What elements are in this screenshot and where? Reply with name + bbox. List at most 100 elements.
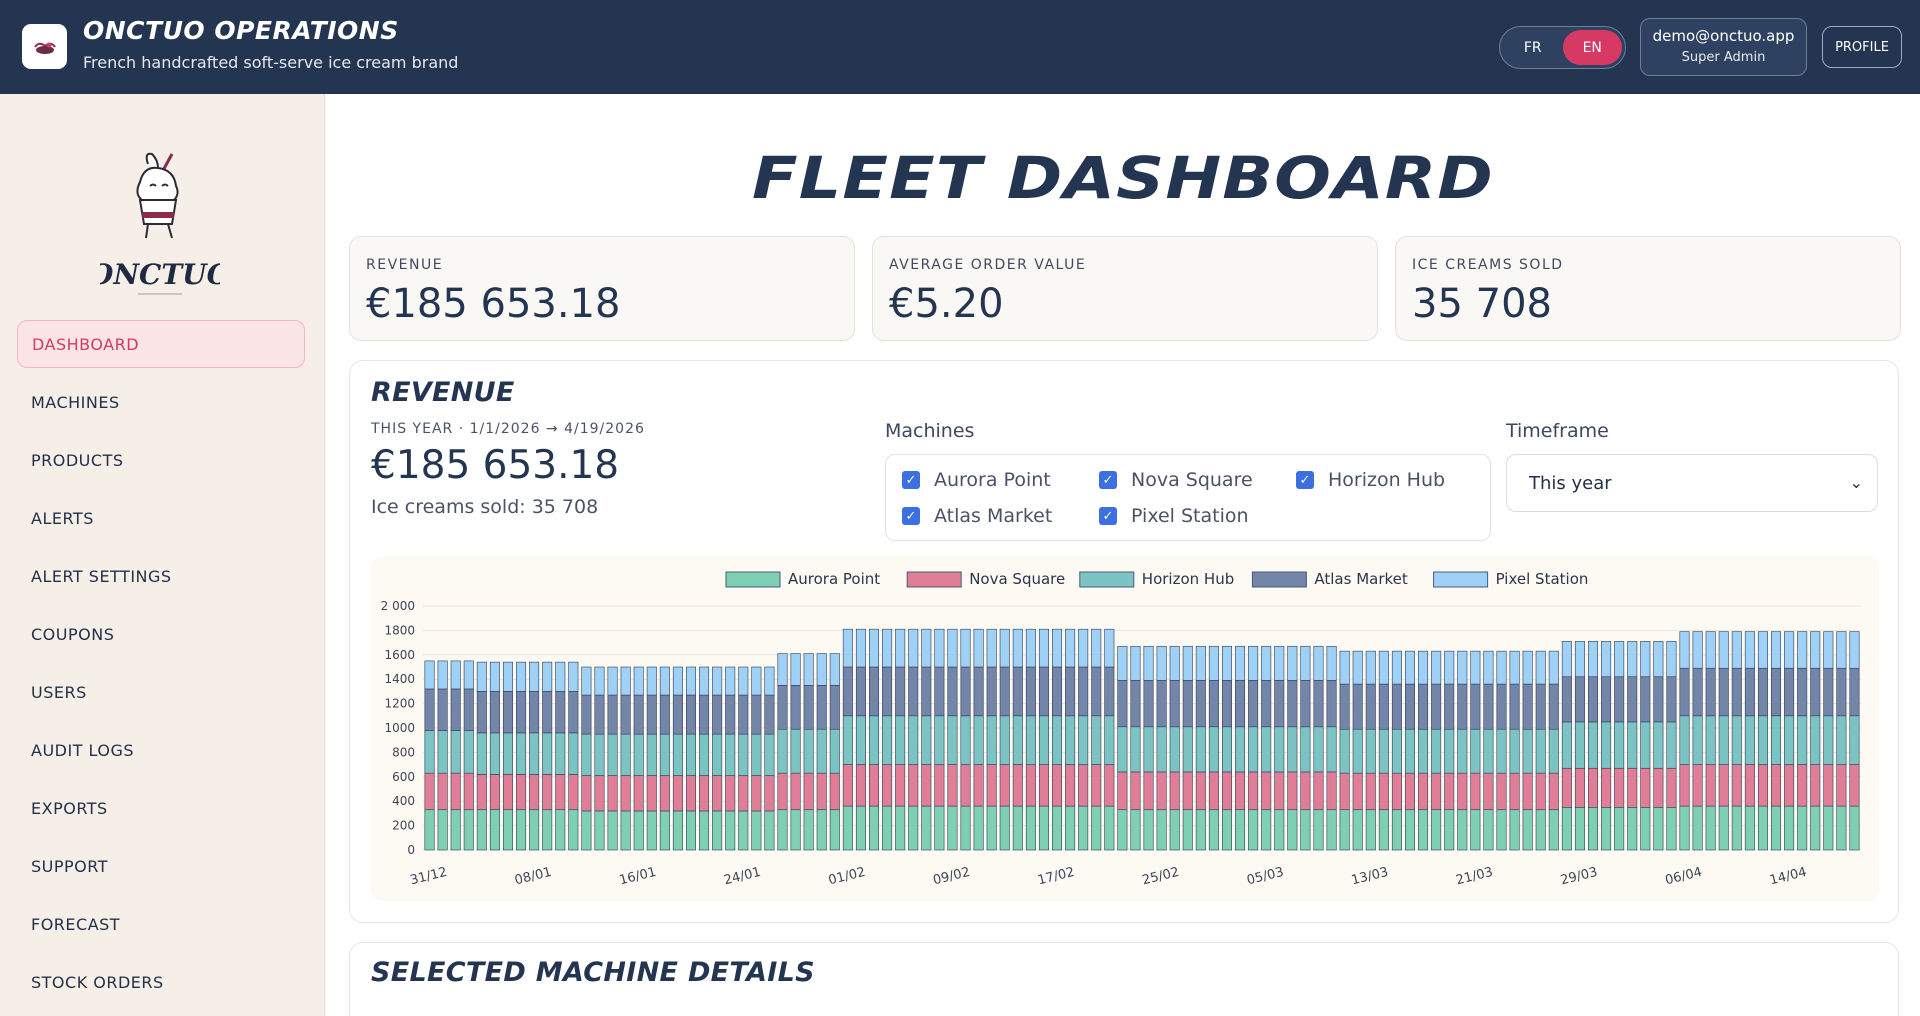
checkbox-checked-icon[interactable]: ✓: [1099, 507, 1117, 525]
bar-segment: [1627, 767, 1638, 808]
bar-segment: [1666, 676, 1677, 723]
bar-segment: [1797, 764, 1808, 807]
bar-segment: [1679, 764, 1690, 807]
bar-segment: [1287, 645, 1298, 681]
sidebar-item-dashboard[interactable]: DASHBOARD: [17, 320, 305, 368]
bar-segment: [1601, 767, 1612, 808]
bar-segment: [1130, 726, 1141, 773]
bar-segment: [1221, 680, 1232, 728]
bar-segment: [594, 666, 605, 696]
bar-segment: [1025, 805, 1036, 851]
bar-segment: [581, 694, 592, 735]
bar-segment: [1757, 805, 1768, 851]
bar-segment: [895, 805, 906, 851]
bar-segment: [1561, 767, 1572, 808]
bar-segment: [1038, 628, 1049, 668]
bar-segment: [646, 694, 657, 735]
sidebar-item-audit-logs[interactable]: AUDIT LOGS: [31, 740, 135, 760]
sidebar-item-coupons[interactable]: COUPONS: [31, 624, 115, 644]
user-account-box[interactable]: demo@onctuo.app Super Admin: [1640, 18, 1807, 76]
checkbox-checked-icon[interactable]: ✓: [1099, 471, 1117, 489]
bar-segment: [1378, 728, 1389, 774]
sidebar-item-support[interactable]: SUPPORT: [31, 856, 108, 876]
bar-segment: [1836, 805, 1847, 851]
bar-segment: [633, 666, 644, 696]
bar-segment: [764, 666, 775, 696]
sidebar-item-alerts[interactable]: ALERTS: [31, 508, 94, 528]
bar-segment: [1535, 728, 1546, 774]
bar-segment: [437, 772, 448, 811]
revenue-stacked-bar-chart: 0 200 400 600 800 1000 1200 1400 1600 1800 2 000 Au…: [381, 570, 1861, 888]
app-logo-icon[interactable]: [22, 24, 67, 69]
machine-checkbox-atlas-market[interactable]: ✓ Atlas Market: [902, 505, 1052, 527]
bar-segment: [842, 628, 853, 668]
bar-segment: [725, 810, 736, 851]
bar-segment: [1797, 667, 1808, 717]
lang-fr-button[interactable]: FR: [1523, 39, 1542, 56]
bar-segment: [1849, 667, 1860, 717]
timeframe-select[interactable]: This year ⌄: [1506, 454, 1878, 512]
sidebar-item-forecast[interactable]: FORECAST: [31, 914, 121, 934]
bar-segment: [1326, 645, 1337, 681]
bar-segment: [1169, 726, 1180, 773]
bar-segment: [1614, 676, 1625, 723]
bar-segment: [882, 666, 893, 717]
bar-segment: [1470, 683, 1481, 730]
bar-segment: [607, 666, 618, 696]
bar-segment: [1182, 771, 1193, 811]
bar-segment: [1418, 772, 1429, 811]
bar-segment: [1117, 645, 1128, 681]
bar-segment: [1078, 764, 1089, 807]
machine-checkbox-pixel-station[interactable]: ✓ Pixel Station: [1099, 505, 1249, 527]
bar-segment: [1235, 680, 1246, 728]
machine-checkbox-label: Pixel Station: [1131, 505, 1249, 527]
bar-segment: [699, 810, 710, 851]
bar-segment: [1457, 683, 1468, 730]
bar-segment: [712, 733, 723, 776]
bar-segment: [1391, 683, 1402, 730]
bar-segment: [1248, 645, 1259, 681]
sidebar-item-products[interactable]: PRODUCTS: [31, 450, 124, 470]
legend-label: Nova Square: [969, 570, 1065, 588]
bar-segment: [699, 666, 710, 696]
details-card-title: SELECTED MACHINE DETAILS: [371, 957, 815, 988]
bar-segment: [973, 715, 984, 765]
profile-button[interactable]: PROFILE: [1822, 26, 1902, 68]
sidebar-item-exports[interactable]: EXPORTS: [31, 798, 108, 818]
bar-segment: [1744, 667, 1755, 717]
kpi-value: €185 653.18: [366, 281, 621, 327]
sidebar-item-alert-settings[interactable]: ALERT SETTINGS: [31, 566, 172, 586]
bar-segment: [542, 774, 553, 811]
bar-segment: [1352, 809, 1363, 851]
user-role: Super Admin: [1681, 50, 1766, 65]
machine-checkbox-label: Horizon Hub: [1328, 469, 1446, 491]
main-content: FLEET DASHBOARD REVENUE €185 653.18 AVER…: [326, 94, 1920, 1016]
bar-segment: [1731, 631, 1742, 669]
bar-segment: [960, 764, 971, 807]
bar-segment: [829, 809, 840, 851]
checkbox-checked-icon[interactable]: ✓: [902, 507, 920, 525]
sidebar-item-users[interactable]: USERS: [31, 682, 87, 702]
lang-en-button[interactable]: EN: [1562, 30, 1622, 65]
bar-segment: [1705, 631, 1716, 669]
bar-segment: [1797, 715, 1808, 765]
bar-segment: [1588, 767, 1599, 808]
bar-segment: [1509, 683, 1520, 730]
bar-segment: [1248, 771, 1259, 811]
sidebar-item-machines[interactable]: MACHINES: [31, 392, 120, 412]
machine-checkbox-aurora-point[interactable]: ✓ Aurora Point: [902, 469, 1051, 491]
bar-segment: [1365, 809, 1376, 851]
checkbox-checked-icon[interactable]: ✓: [1296, 471, 1314, 489]
revenue-date-range: THIS YEAR · 1/1/2026 → 4/19/2026: [371, 421, 645, 437]
bar-segment: [450, 772, 461, 811]
bar-segment: [489, 774, 500, 811]
bar-segment: [868, 715, 880, 765]
machine-checkbox-nova-square[interactable]: ✓ Nova Square: [1099, 469, 1253, 491]
machine-checkbox-horizon-hub[interactable]: ✓ Horizon Hub: [1296, 469, 1445, 491]
bar-segment: [738, 733, 749, 776]
checkbox-checked-icon[interactable]: ✓: [902, 471, 920, 489]
bar-segment: [1823, 764, 1834, 807]
bar-segment: [424, 660, 435, 690]
bar-segment: [751, 694, 762, 735]
sidebar-item-stock-orders[interactable]: STOCK ORDERS: [31, 972, 164, 992]
